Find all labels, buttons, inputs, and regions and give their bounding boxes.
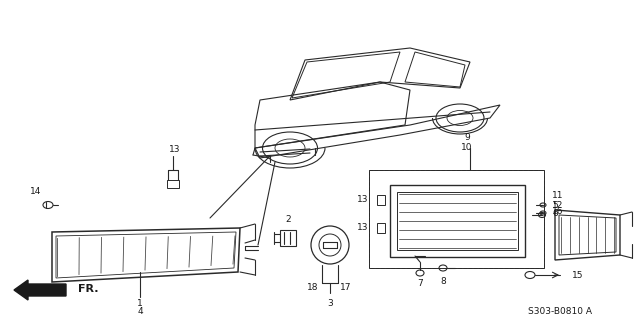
Text: 9: 9 (464, 133, 470, 142)
Text: 18: 18 (307, 283, 318, 292)
Text: 12: 12 (552, 201, 564, 210)
Text: 10: 10 (461, 142, 473, 151)
Text: 11: 11 (552, 190, 564, 199)
Text: 3: 3 (327, 299, 333, 308)
Text: 8: 8 (440, 277, 446, 286)
Text: 1: 1 (137, 299, 143, 308)
Text: 15: 15 (572, 270, 584, 279)
Text: 13: 13 (357, 223, 369, 233)
Text: FR.: FR. (78, 284, 99, 294)
Text: 6: 6 (552, 209, 557, 218)
Text: 17: 17 (340, 283, 351, 292)
Text: 14: 14 (30, 187, 42, 196)
Text: 16: 16 (552, 207, 563, 217)
Text: 2: 2 (285, 215, 291, 225)
Text: 13: 13 (357, 196, 369, 204)
Text: 5: 5 (552, 201, 557, 210)
Text: S303-B0810 A: S303-B0810 A (528, 308, 592, 316)
Text: 4: 4 (137, 307, 143, 316)
Text: 7: 7 (417, 279, 423, 289)
Text: 13: 13 (169, 146, 180, 155)
FancyArrow shape (14, 280, 66, 300)
